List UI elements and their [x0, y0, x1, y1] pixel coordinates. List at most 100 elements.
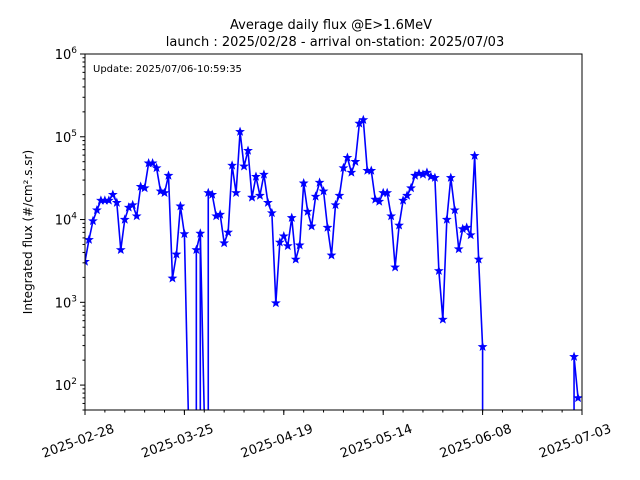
data-point-marker	[346, 167, 357, 177]
data-point-marker	[235, 126, 245, 136]
data-point-marker	[135, 181, 146, 191]
data-point-marker	[151, 162, 162, 173]
data-point-marker	[171, 249, 182, 259]
data-point-marker	[179, 228, 190, 239]
x-tick-label: 2025-03-25	[140, 422, 216, 462]
data-point-marker	[366, 165, 377, 175]
data-point-marker	[243, 145, 253, 155]
data-point-marker	[350, 156, 361, 166]
data-point-marker	[334, 190, 345, 200]
y-tick-label: 103	[55, 294, 77, 311]
data-point-marker	[370, 194, 381, 204]
data-point-marker	[159, 187, 170, 198]
data-point-marker	[231, 187, 241, 198]
data-point-marker	[107, 189, 118, 199]
y-tick-label: 104	[55, 212, 78, 229]
x-tick-label: 2025-07-03	[537, 422, 613, 462]
data-point-marker	[266, 207, 277, 218]
data-point-marker	[338, 162, 349, 173]
data-point-marker	[119, 214, 130, 224]
series-drop-line	[183, 233, 190, 410]
y-axis-label: Integrated flux (#/cm².s.sr)	[21, 150, 35, 314]
data-point-marker	[223, 227, 234, 237]
data-point-marker	[167, 273, 178, 283]
y-tick-label: 105	[55, 129, 77, 146]
data-point-marker	[147, 157, 158, 168]
data-point-marker	[449, 204, 460, 215]
data-point-marker	[302, 206, 313, 216]
data-point-marker	[326, 250, 337, 260]
data-point-marker	[251, 171, 261, 181]
chart-subtitle: launch : 2025/02/28 - arrival on-station…	[166, 35, 504, 50]
data-point-marker	[390, 262, 401, 272]
data-point-marker	[92, 204, 102, 215]
x-tick-label: 2025-02-28	[40, 422, 116, 462]
data-point-marker	[163, 170, 174, 180]
data-point-marker	[422, 167, 432, 177]
data-point-marker	[270, 297, 281, 308]
data-point-marker	[195, 228, 206, 238]
data-point-marker	[374, 196, 385, 206]
data-point-marker	[274, 237, 285, 247]
data-point-marker	[139, 182, 150, 193]
data-point-marker	[473, 254, 484, 264]
data-point-marker	[461, 222, 472, 232]
data-point-marker	[286, 212, 297, 222]
data-point-marker	[175, 201, 186, 211]
data-point-marker	[294, 240, 305, 250]
data-point-marker	[131, 210, 142, 221]
data-point-marker	[255, 190, 265, 200]
data-point-marker	[85, 256, 90, 266]
plot-area	[85, 114, 582, 410]
data-point-marker	[469, 150, 480, 160]
data-point-marker	[322, 222, 333, 232]
data-point-marker	[465, 229, 476, 240]
data-point-marker	[569, 351, 579, 361]
y-tick-label: 102	[55, 377, 77, 394]
data-point-marker	[382, 187, 393, 198]
data-point-marker	[406, 182, 416, 193]
data-point-marker	[330, 199, 341, 210]
data-point-marker	[111, 197, 122, 207]
data-point-marker	[441, 214, 452, 224]
data-point-marker	[310, 191, 321, 201]
data-point-marker	[573, 392, 582, 403]
data-point-marker	[191, 244, 202, 255]
data-point-marker	[290, 254, 301, 264]
y-tick-label: 106	[55, 46, 78, 63]
data-point-marker	[239, 161, 249, 171]
data-point-marker	[85, 234, 94, 244]
data-point-marker	[453, 243, 464, 254]
data-point-marker	[278, 230, 289, 241]
data-point-marker	[155, 186, 166, 196]
data-point-marker	[215, 209, 226, 219]
x-axis: 2025-02-28 2025-03-25 2025-04-19 2025-05-14…	[40, 410, 613, 462]
data-point-marker	[398, 195, 408, 205]
data-point-marker	[207, 189, 218, 199]
data-point-marker	[314, 177, 325, 187]
data-point-marker	[298, 178, 309, 188]
data-point-marker	[437, 314, 448, 324]
x-tick-label: 2025-05-14	[338, 422, 414, 462]
series-line-segment	[85, 162, 186, 280]
series-drop-line	[199, 233, 205, 410]
data-point-marker	[247, 192, 257, 202]
data-point-marker	[445, 172, 456, 182]
data-point-marker	[433, 265, 444, 276]
y-axis: 102 103 104 105 106	[55, 46, 85, 411]
data-point-marker	[219, 237, 230, 248]
data-point-marker	[259, 169, 269, 179]
series-line-segment	[207, 119, 484, 347]
data-point-marker	[127, 199, 138, 210]
data-point-marker	[88, 215, 98, 226]
data-point-marker	[203, 187, 214, 198]
data-point-marker	[477, 341, 488, 351]
data-point-marker	[103, 195, 114, 205]
data-point-marker	[342, 152, 353, 162]
chart-title: Average daily flux @E>1.6MeV	[230, 18, 432, 33]
update-timestamp: Update: 2025/07/06-10:59:35	[93, 64, 242, 75]
data-point-marker	[386, 210, 397, 221]
x-tick-label: 2025-06-08	[438, 422, 514, 462]
data-point-marker	[429, 172, 440, 182]
